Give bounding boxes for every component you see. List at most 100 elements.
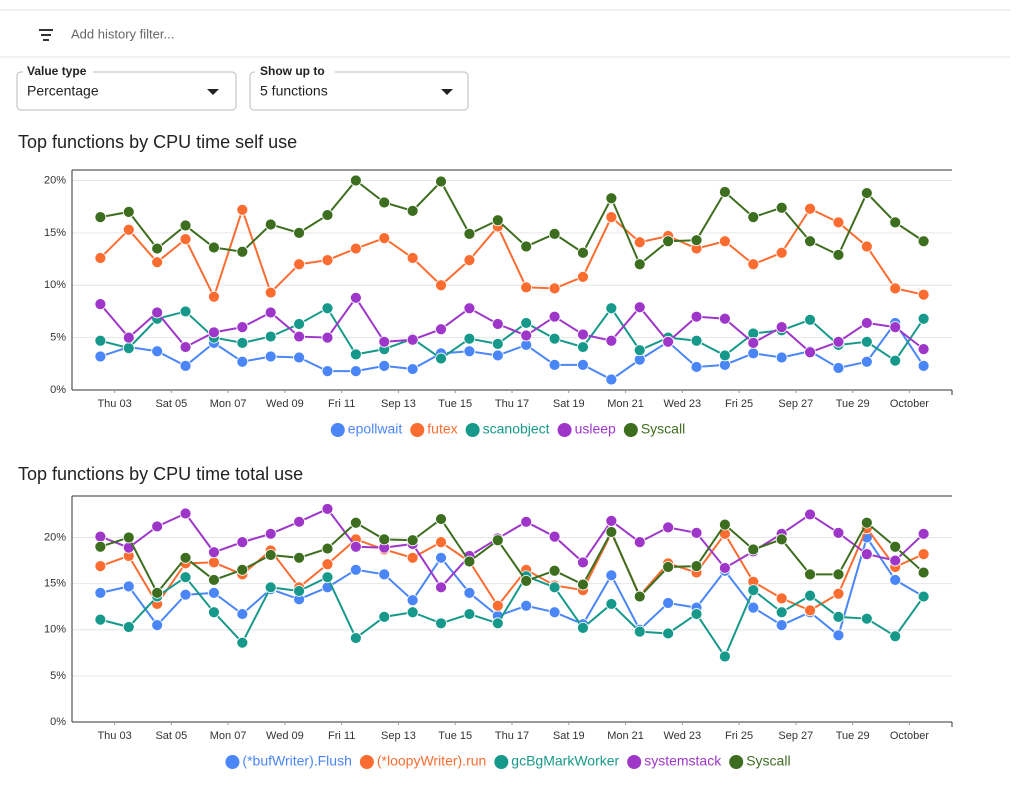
y-tick-label: 15% (44, 227, 66, 239)
data-point (889, 630, 902, 643)
legend-label: systemstack (644, 753, 722, 769)
legend-item[interactable]: Syscall (729, 753, 791, 769)
series (94, 174, 930, 271)
x-tick-label: Tue 15 (438, 730, 472, 742)
data-point (548, 530, 561, 543)
data-point (917, 566, 930, 579)
data-point (577, 341, 589, 353)
data-point (690, 526, 703, 539)
data-point (321, 331, 334, 344)
data-point (122, 621, 135, 633)
data-point (435, 352, 447, 365)
legend-item[interactable]: futex (410, 421, 458, 437)
data-point (917, 590, 930, 603)
data-point (690, 334, 703, 347)
x-tick-label: Thu 03 (97, 398, 131, 410)
x-tick-label: Wed 23 (663, 398, 701, 410)
data-point (293, 330, 305, 343)
history-filter[interactable]: Add history filter... (30, 18, 990, 52)
series (94, 570, 930, 663)
data-point (605, 515, 618, 527)
data-point (264, 549, 277, 561)
data-point (889, 354, 902, 367)
data-point (179, 551, 192, 564)
data-point (236, 608, 249, 620)
data-point (293, 258, 305, 271)
legend-item[interactable]: epollwait (330, 421, 403, 437)
data-point (747, 601, 760, 614)
data-point (832, 216, 845, 229)
data-point (151, 242, 164, 255)
data-point (236, 563, 249, 576)
data-point (321, 503, 334, 515)
legend-item[interactable]: gcBgMarkWorker (494, 753, 620, 769)
data-point (917, 548, 930, 561)
x-tick-label: Fri 25 (725, 730, 753, 742)
data-point (917, 343, 930, 356)
data-point (577, 328, 589, 341)
data-point (548, 310, 561, 323)
series (94, 531, 930, 642)
legend-item[interactable]: usleep (557, 421, 616, 437)
data-point (804, 604, 816, 617)
data-point (463, 228, 476, 240)
legend-item[interactable]: (*bufWriter).Flush (225, 753, 352, 769)
legend-label: Syscall (641, 421, 685, 437)
data-point (208, 586, 220, 599)
data-point (577, 246, 589, 259)
data-point (122, 531, 135, 544)
data-point (917, 527, 930, 540)
data-point (662, 597, 675, 609)
x-tick-label: Sep 13 (381, 398, 416, 410)
data-point (520, 329, 533, 342)
data-point (122, 331, 135, 344)
value-type-select[interactable]: Value type Percentage (16, 64, 237, 111)
legend-item[interactable]: Syscall (623, 421, 685, 437)
data-point (605, 211, 618, 224)
data-point (832, 248, 845, 261)
data-point (151, 306, 164, 319)
data-point (435, 279, 447, 292)
data-point (520, 515, 533, 528)
show-up-to-select[interactable]: Show up to 5 functions (249, 64, 469, 111)
data-point (236, 636, 249, 649)
filter-field[interactable] (30, 18, 990, 52)
x-tick-label: Sat 05 (155, 730, 187, 742)
legend-item[interactable]: scanobject (465, 421, 550, 437)
x-tick-label: Tue 29 (836, 398, 870, 410)
legend-item[interactable]: (*loopyWriter).run (359, 753, 486, 769)
data-point (633, 536, 646, 549)
select-box[interactable] (249, 71, 469, 111)
data-point (832, 362, 845, 374)
legend-item[interactable]: systemstack (627, 753, 722, 769)
legend: (*bufWriter).Flush (*loopyWriter).run gcBg… (225, 753, 791, 769)
legend-label: Syscall (746, 753, 790, 769)
data-point (293, 585, 305, 597)
data-point (804, 568, 816, 581)
data-point (719, 312, 731, 325)
data-point (321, 209, 334, 221)
data-point (520, 240, 533, 253)
series (94, 513, 930, 603)
legend-marker (494, 755, 509, 769)
y-tick-label: 10% (44, 624, 66, 636)
legend-marker (627, 755, 642, 769)
data-point (208, 290, 220, 303)
data-point (179, 571, 192, 584)
data-point (293, 226, 305, 239)
select-box[interactable] (16, 71, 237, 111)
data-point (349, 516, 362, 529)
data-point (463, 332, 476, 345)
data-point (264, 330, 277, 343)
x-tick-label: Thu 17 (495, 398, 529, 410)
select-label: Value type (27, 64, 87, 78)
y-tick-label: 10% (44, 279, 66, 291)
data-point (122, 223, 135, 236)
x-tick-label: Tue 29 (836, 730, 870, 742)
data-point (747, 336, 760, 349)
data-point (633, 625, 646, 638)
data-point (889, 282, 902, 295)
data-point (719, 518, 731, 531)
y-tick-label: 15% (44, 578, 66, 590)
data-point (804, 346, 816, 359)
